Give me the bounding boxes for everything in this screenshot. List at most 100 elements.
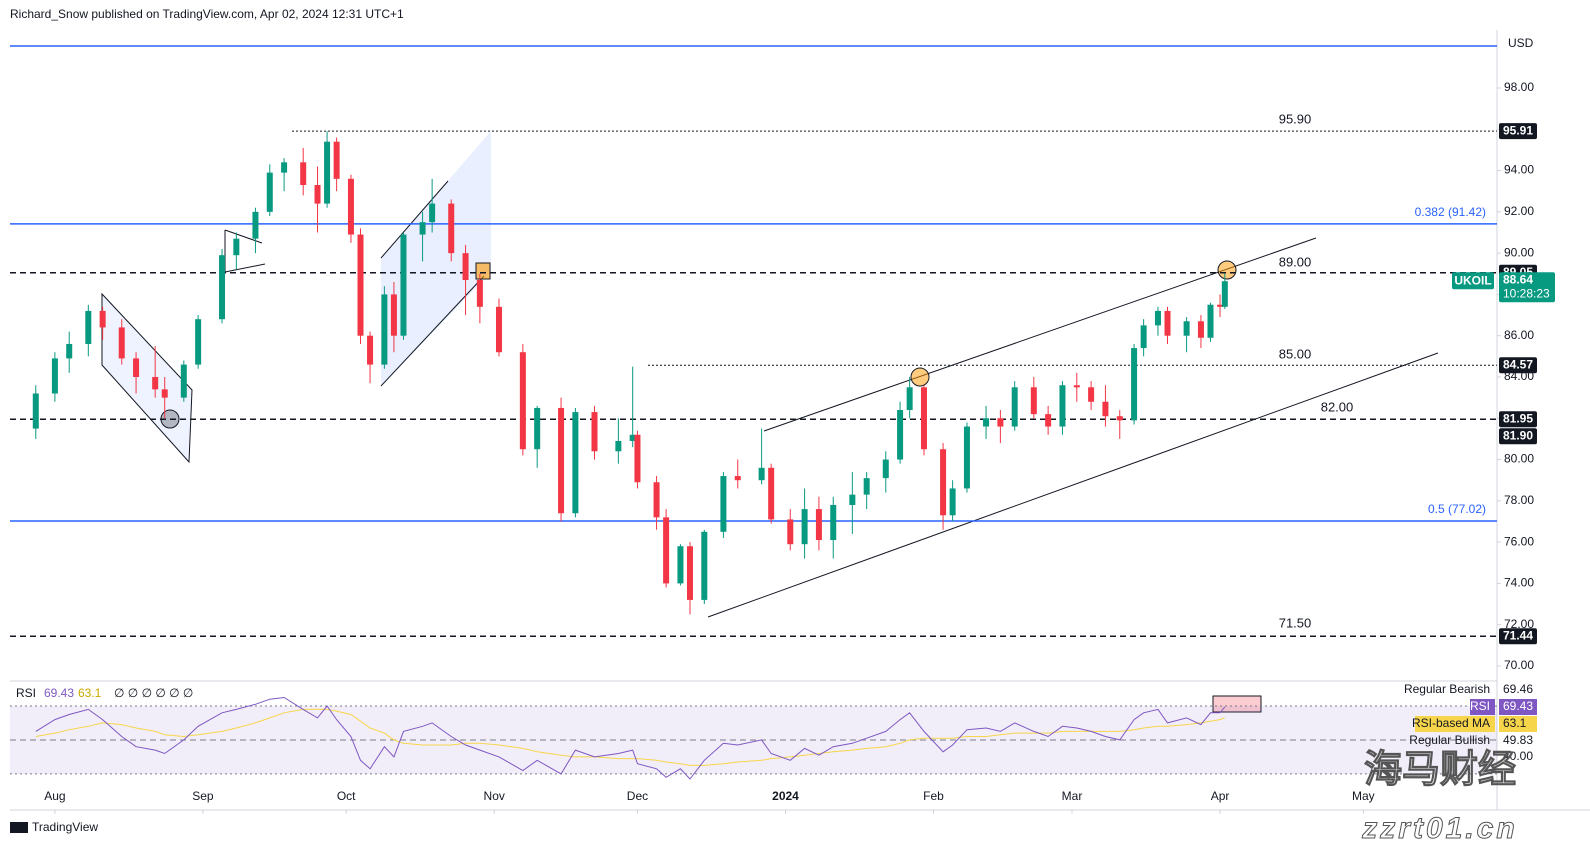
candle [1011,381,1018,431]
candle-body [400,234,407,336]
price-badge [1499,428,1537,445]
candle [429,178,436,233]
candle-body [701,531,708,600]
candle-body [85,310,92,344]
drawings [101,131,1439,713]
candle-body [476,279,483,307]
level-label: 82.00 [1321,399,1354,414]
flag-fill [381,131,491,386]
symbol-label: UKOIL [1454,273,1491,287]
y-tick-label: 94.00 [1504,163,1534,177]
candle [1140,319,1147,357]
candle-body [963,426,970,489]
marker-box [475,262,491,280]
candle-body [906,387,913,411]
candle-body [266,172,273,212]
candle-body [882,459,889,479]
candle-body [1197,321,1204,338]
x-tick-label: 2024 [772,789,799,803]
candle [133,352,140,394]
candle [1183,317,1190,353]
candle [801,488,808,559]
candle [152,346,159,398]
candle-body [830,504,837,541]
candle-body [1164,310,1171,336]
candle [863,471,870,510]
y-tick-label: 98.00 [1504,80,1534,94]
price-badge-label: 81.95 [1503,411,1533,425]
rsi-badge [1499,699,1537,715]
price-badge [1499,411,1537,428]
y-tick-label: 76.00 [1504,534,1534,548]
candle-body [1140,325,1147,349]
y-tick-label: 92.00 [1504,204,1534,218]
candle-body [1011,387,1018,427]
candle [266,164,273,216]
candle [1217,294,1224,318]
price-badge-label: 95.91 [1503,123,1533,137]
candle [99,306,106,340]
currency-label: USD [1508,36,1534,50]
candle [1030,376,1037,419]
candle [519,343,526,456]
candle [677,544,684,586]
candle [1197,315,1204,349]
candle [768,463,775,524]
y-tick-label: 74.00 [1504,576,1534,590]
candle-body [686,546,693,600]
candle [787,509,794,551]
candle [653,476,660,530]
candle [1116,410,1123,439]
rsi-line [35,708,1225,766]
candle-body [152,376,159,390]
candle-body [1154,310,1161,326]
candle [357,228,364,344]
candle [419,211,426,262]
candle-body [381,294,388,365]
candle-body [849,494,856,505]
candle-body [1088,387,1095,402]
x-tick-label: Mar [1062,789,1083,803]
candle [634,430,641,489]
y-tick-label: 80.00 [1504,452,1534,466]
candle [390,282,397,353]
candle-body [281,162,288,173]
candle-body [534,407,541,450]
candle-body [997,418,1004,427]
candle [85,304,92,357]
candle [1073,372,1080,402]
candle [1088,381,1095,411]
candle [1154,306,1161,336]
candle-body [66,343,73,359]
rsi-badge-value: 69.43 [1503,699,1533,713]
candle [963,422,970,493]
rsi-badge-name: RSI [1470,699,1490,713]
candle [906,376,913,419]
candle [1102,385,1109,427]
candle-body [787,519,794,545]
candle-body [429,203,436,223]
fib-label: 0.5 (77.02) [1428,502,1486,516]
candle-body [558,407,565,514]
candle [629,366,636,448]
candle [32,385,39,439]
rsi-badge-value: 40.00 [1503,749,1533,763]
last-price-badge [1499,272,1555,303]
price-badge-label: 84.57 [1503,357,1533,371]
candle [66,331,73,373]
candle [572,407,579,518]
candle [940,443,947,530]
rsi-badge-name: Regular Bearish [1404,682,1490,696]
candle-body [1221,281,1228,307]
x-tick-label: May [1352,789,1375,803]
y-tick-label: 78.00 [1504,493,1534,507]
x-tick-label: Feb [923,789,944,803]
candle [815,496,822,551]
candle [381,286,388,369]
rsi-title: RSI [16,686,36,700]
x-tick-label: Oct [337,789,356,803]
candle-body [233,238,240,256]
candle-body [1116,416,1123,421]
candle-body [634,434,641,483]
